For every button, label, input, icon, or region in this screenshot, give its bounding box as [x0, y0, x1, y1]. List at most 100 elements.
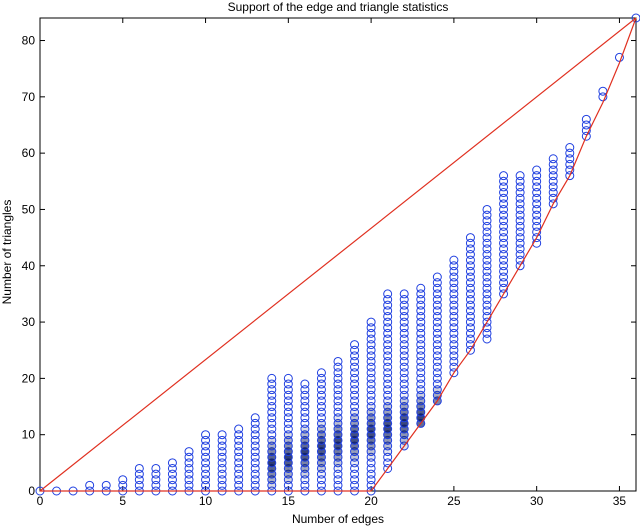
data-point: [234, 424, 244, 434]
data-point: [548, 182, 558, 192]
data-point: [234, 435, 244, 445]
data-point: [366, 385, 376, 395]
plot-area: 0 5 10 15 20 25 30 35 0 10 20 30 40 50 60 70 80: [22, 13, 640, 508]
data-point: [217, 452, 227, 462]
data-point: [482, 278, 492, 288]
data-point: [201, 452, 211, 462]
data-point: [499, 221, 509, 231]
data-point: [449, 328, 459, 338]
data-point: [350, 390, 360, 400]
data-point: [333, 480, 343, 490]
data-point: [366, 345, 376, 355]
data-point: [416, 373, 426, 383]
data-point: [532, 227, 542, 237]
data-point: [465, 233, 475, 243]
data-point: [598, 92, 608, 102]
data-point: [399, 300, 409, 310]
data-point: [316, 480, 326, 490]
data-point: [515, 204, 525, 214]
data-point: [366, 323, 376, 333]
data-point: [383, 328, 393, 338]
data-point: [449, 300, 459, 310]
data-point: [134, 463, 144, 473]
data-point: [499, 204, 509, 214]
data-point: [333, 407, 343, 417]
x-tick-label: 25: [447, 494, 461, 508]
data-point: [316, 379, 326, 389]
data-point: [482, 306, 492, 316]
data-point: [416, 317, 426, 327]
data-point: [333, 356, 343, 366]
data-point: [201, 475, 211, 485]
data-point: [532, 182, 542, 192]
data-point: [350, 362, 360, 372]
data-point: [184, 452, 194, 462]
data-point: [217, 430, 227, 440]
data-point: [383, 300, 393, 310]
x-tick-label: 35: [613, 494, 627, 508]
data-point: [449, 345, 459, 355]
data-point: [449, 255, 459, 265]
data-point: [499, 238, 509, 248]
data-point: [383, 295, 393, 305]
data-point: [300, 418, 310, 428]
data-point: [416, 351, 426, 361]
data-point: [532, 165, 542, 175]
boundary-line-lower_curve: [370, 17, 637, 492]
data-point: [366, 340, 376, 350]
data-point: [499, 193, 509, 203]
data-point: [515, 182, 525, 192]
data-point: [167, 458, 177, 468]
data-point: [118, 475, 128, 485]
data-point: [201, 430, 211, 440]
data-point: [532, 238, 542, 248]
data-point: [581, 131, 591, 141]
data-point: [465, 272, 475, 282]
data-point: [416, 306, 426, 316]
data-point: [399, 289, 409, 299]
data-point: [399, 385, 409, 395]
data-point: [201, 447, 211, 457]
data-point: [300, 407, 310, 417]
data-point: [283, 424, 293, 434]
data-point: [449, 261, 459, 271]
data-point: [366, 463, 376, 473]
data-point: [300, 402, 310, 412]
x-tick-label: 10: [199, 494, 213, 508]
data-point: [101, 480, 111, 490]
data-point: [201, 435, 211, 445]
data-point: [234, 447, 244, 457]
data-point: [267, 379, 277, 389]
data-point: [234, 452, 244, 462]
data-point: [548, 193, 558, 203]
data-point: [383, 385, 393, 395]
data-point: [234, 469, 244, 479]
data-point: [432, 300, 442, 310]
data-point: [366, 317, 376, 327]
data-point: [482, 328, 492, 338]
data-point: [499, 244, 509, 254]
data-point: [366, 475, 376, 485]
data-point: [515, 188, 525, 198]
data-point: [134, 475, 144, 485]
data-point: [283, 402, 293, 412]
data-point: [383, 345, 393, 355]
data-point: [383, 311, 393, 321]
data-point: [201, 480, 211, 490]
data-point: [482, 233, 492, 243]
data-point: [350, 379, 360, 389]
data-point: [134, 480, 144, 490]
data-point: [399, 351, 409, 361]
data-point: [499, 176, 509, 186]
data-point: [399, 345, 409, 355]
data-point: [250, 452, 260, 462]
x-tick-label: 15: [282, 494, 296, 508]
data-point: [449, 266, 459, 276]
data-point: [383, 356, 393, 366]
data-point: [515, 238, 525, 248]
data-point: [432, 272, 442, 282]
data-point: [316, 402, 326, 412]
data-point: [250, 458, 260, 468]
data-point: [300, 390, 310, 400]
data-point: [350, 368, 360, 378]
